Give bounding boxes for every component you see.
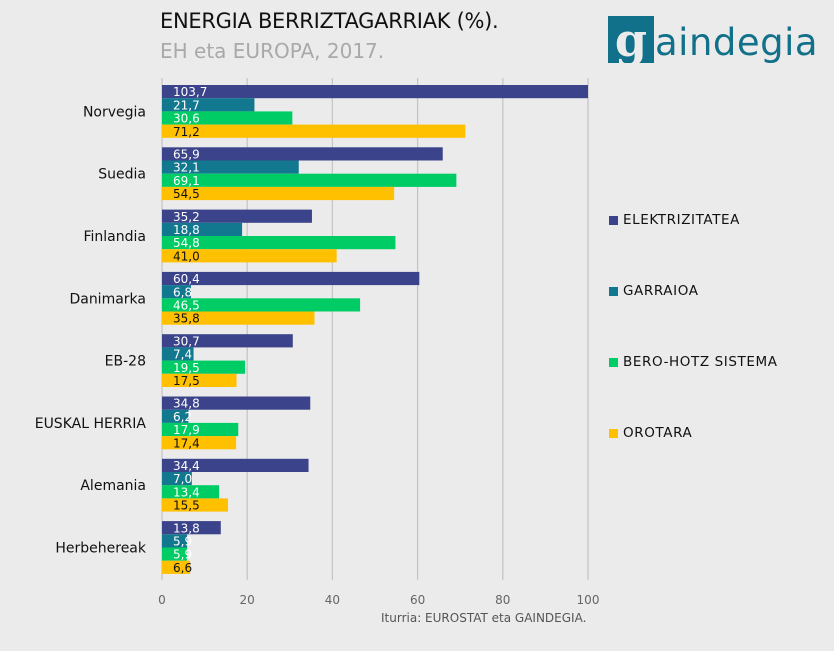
x-tick-label: 40 [325,593,340,607]
data-label: 103,7 [173,85,207,99]
data-label: 7,4 [173,348,192,362]
bar-elektrizitatea [162,396,311,410]
legend-swatch-icon [609,357,618,367]
bar-orotara [162,124,466,138]
legend-item: OROTARA [609,425,692,441]
legend-label: ELEKTRIZITATEA [623,212,741,228]
data-label: 6,8 [173,285,192,299]
legend-label: OROTARA [623,425,693,441]
legend-item: GARRAIOA [609,283,699,299]
bar-orotara [162,560,191,574]
bar-orotara [162,373,237,387]
bar-elektrizitatea [162,271,420,286]
category-label: Norvegia [83,104,146,120]
bar-garraioa [162,222,243,236]
bar-bero-hotz-sistema [162,485,220,499]
bar-garraioa [162,472,192,486]
logo-text: aindegia [655,21,819,64]
category-label: Suedia [98,167,146,183]
bar-garraioa [162,534,188,548]
bar-orotara [162,436,237,450]
data-label: 13,4 [173,485,200,499]
data-label: 19,5 [173,361,200,375]
legend-swatch-icon [609,215,618,225]
data-label: 65,9 [173,148,200,162]
data-label: 15,5 [173,499,200,513]
data-label: 17,4 [173,436,200,450]
data-label: 35,2 [173,210,200,224]
bar-garraioa [162,160,299,174]
bar-elektrizitatea [162,458,309,472]
data-label: 60,4 [173,272,200,286]
bar-elektrizitatea [162,521,221,535]
category-label: Alemania [80,478,146,494]
bar-bero-hotz-sistema [162,111,293,125]
bar-bero-hotz-sistema [162,547,188,561]
category-label: Finlandia [84,229,147,245]
category-label: EUSKAL HERRIA [35,416,147,432]
x-tick-label: 80 [495,593,510,607]
legend-item: ELEKTRIZITATEA [609,212,740,228]
data-label: 6,6 [173,561,192,575]
bar-bero-hotz-sistema [162,173,457,187]
data-label: 6,2 [173,410,192,424]
source-note: Iturria: EUROSTAT eta GAINDEGIA. [381,611,587,625]
bar-elektrizitatea [162,85,588,99]
data-label: 17,9 [173,423,200,437]
category-label: Herbehereak [55,541,147,557]
data-label: 7,0 [173,472,192,486]
legend-swatch-icon [609,286,618,296]
chart-subtitle: EH eta EUROPA, 2017. [160,39,385,63]
legend-label: GARRAIOA [623,283,699,299]
data-label: 71,2 [173,125,200,139]
data-label: 54,8 [173,236,200,250]
legend-swatch-icon [609,428,618,438]
bar-elektrizitatea [162,334,293,348]
data-label: 41,0 [173,249,200,263]
bar-elektrizitatea [162,147,443,161]
bar-orotara [162,498,229,512]
data-label: 46,5 [173,299,200,313]
data-label: 35,8 [173,312,200,326]
bar-bero-hotz-sistema [162,298,361,312]
chart-title: ENERGIA BERRIZTAGARRIAK (%). [160,9,499,33]
category-label: Danimarka [69,291,146,307]
data-label: 30,7 [173,334,200,348]
x-tick-label: 20 [240,593,255,607]
bar-garraioa [162,285,191,299]
bar-orotara [162,186,395,201]
data-label: 18,8 [173,223,200,237]
data-label: 30,6 [173,112,200,126]
bar-elektrizitatea [162,209,312,223]
bar-bero-hotz-sistema [162,422,239,437]
bar-garraioa [162,409,189,423]
bar-orotara [162,249,337,263]
data-label: 17,5 [173,374,200,388]
bar-bero-hotz-sistema [162,360,246,374]
data-label: 5,9 [173,548,192,562]
legend-label: BERO-HOTZ SISTEMA [623,354,778,370]
data-label: 13,8 [173,521,200,535]
x-tick-label: 60 [410,593,425,607]
bar-garraioa [162,347,194,361]
data-label: 69,1 [173,174,200,188]
bar-garraioa [162,98,255,112]
data-label: 21,7 [173,98,200,112]
bar-bero-hotz-sistema [162,236,396,250]
legend-item: BERO-HOTZ SISTEMA [609,354,778,370]
x-tick-label: 0 [158,593,166,607]
bar-orotara [162,311,315,325]
logo-g-icon: g [608,16,654,63]
category-label: EB-28 [105,354,146,370]
x-tick-label: 100 [577,593,600,607]
data-label: 54,5 [173,187,200,201]
data-label: 34,8 [173,397,200,411]
data-label: 5,9 [173,535,192,549]
data-label: 34,4 [173,459,200,473]
gaindegia-logo: g aindegia [608,11,818,63]
data-label: 32,1 [173,161,200,175]
